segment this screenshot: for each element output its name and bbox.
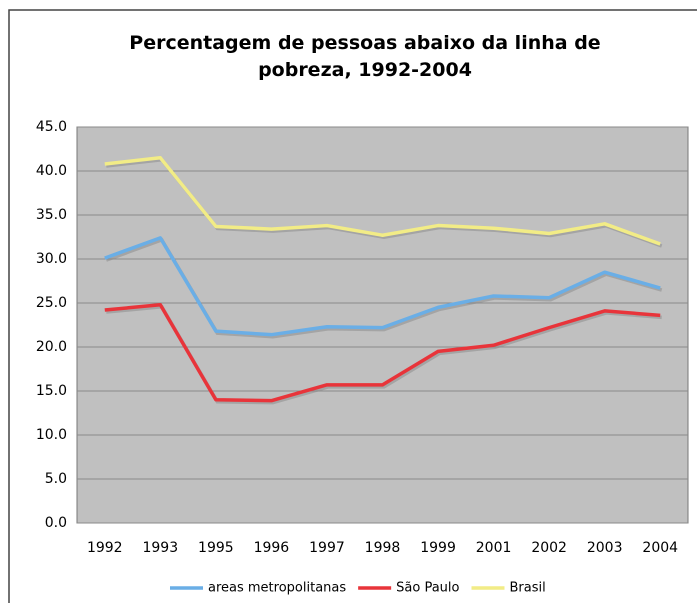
y-tick-label: 20.0 (36, 339, 67, 355)
plot-area (76, 126, 689, 524)
y-tick-label: 0.0 (45, 515, 67, 531)
legend-label: São Paulo (396, 581, 459, 596)
x-tick-label: 1993 (142, 540, 178, 556)
y-tick-label: 40.0 (36, 163, 67, 179)
series-line (104, 303, 661, 403)
series-line (104, 236, 661, 337)
y-tick-label: 25.0 (36, 295, 67, 311)
x-tick-label: 1997 (309, 540, 345, 556)
y-tick-label: 35.0 (36, 207, 67, 223)
frame (8, 9, 697, 603)
legend-label: areas metropolitanas (208, 581, 346, 596)
x-tick-label: 1998 (365, 540, 401, 556)
x-tick-label: 1995 (198, 540, 234, 556)
legend-label: Brasil (509, 581, 545, 596)
x-tick-label: 1992 (87, 540, 123, 556)
x-tick-label: 2001 (476, 540, 512, 556)
y-tick-label: 10.0 (36, 427, 67, 443)
x-tick-label: 2003 (587, 540, 623, 556)
chart-title: Percentagem de pessoas abaixo da linha d… (129, 32, 601, 81)
y-tick-label: 5.0 (45, 471, 67, 487)
y-tick-label: 45.0 (36, 119, 67, 135)
x-tick-label: 1999 (420, 540, 456, 556)
x-tick-label: 1996 (254, 540, 290, 556)
y-tick-label: 30.0 (36, 251, 67, 267)
series-line (104, 156, 661, 246)
x-tick-label: 2004 (642, 540, 678, 556)
y-tick-label: 15.0 (36, 383, 67, 399)
x-tick-label: 2002 (531, 540, 567, 556)
